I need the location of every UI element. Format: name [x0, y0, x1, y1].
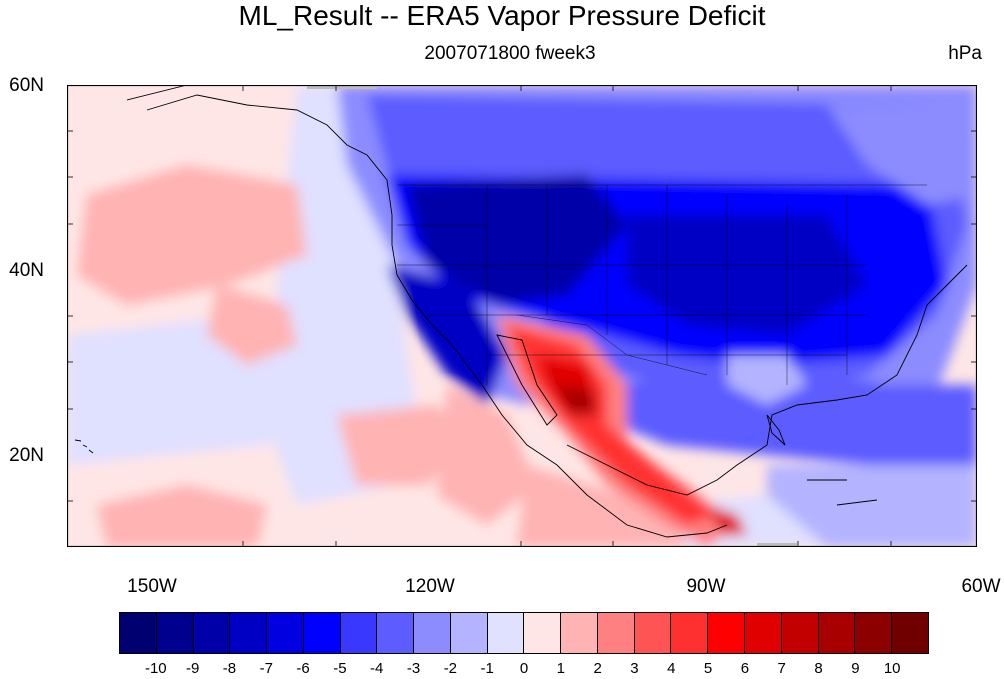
lat-label-40n: 40N [9, 260, 44, 281]
units-label: hPa [948, 43, 982, 64]
missing-data-strip-south [757, 543, 797, 547]
colorbar-tick-label: -2 [443, 660, 458, 677]
colorbar-box [671, 613, 709, 653]
colorbar-box [230, 613, 268, 653]
coastline [74, 85, 968, 538]
map-plot-area [67, 85, 977, 547]
chart-title: ML_Result -- ERA5 Vapor Pressure Deficit [238, 0, 766, 31]
lon-label-150w: 150W [127, 576, 177, 597]
chart-subtitle: 2007071800 fweek3 [424, 43, 596, 64]
colorbar-tick-label: 8 [814, 660, 823, 677]
colorbar-box [414, 613, 451, 653]
colorbar-tick-label: -7 [259, 660, 273, 677]
colorbar-labels: -10 -9 -8 -7 -6 -5 -4 -3 -2 -1 0 1 2 3 4 5 6 7 8 9 10 [119, 660, 929, 678]
colorbar-tick-label: 3 [630, 660, 639, 677]
colorbar-box [597, 613, 635, 653]
colorbar-box [561, 613, 598, 653]
colorbar-box [708, 613, 746, 653]
colorbar-tick-label: -10 [144, 660, 167, 677]
colorbar-tick-label: -5 [333, 660, 347, 677]
colorbar-box [303, 613, 341, 653]
colorbar-tick-label: 2 [593, 660, 602, 677]
colorbar-tick-label: 0 [519, 660, 529, 677]
colorbar-box [524, 613, 562, 653]
colorbar-box [745, 613, 782, 653]
lon-label-120w: 120W [405, 576, 455, 597]
colorbar-tick-label: 1 [556, 660, 565, 677]
lon-label-60w: 60W [961, 576, 1001, 597]
colorbar-box [120, 613, 157, 653]
colorbar-box [818, 613, 856, 653]
lat-label-20n: 20N [9, 445, 44, 466]
colorbar-tick-label: -3 [406, 660, 421, 677]
colorbar-tick-label: 10 [883, 660, 901, 677]
vpd-field-map [67, 85, 977, 547]
colorbar-box [450, 613, 488, 653]
colorbar-box [377, 613, 415, 653]
colorbar-box [892, 613, 928, 653]
colorbar-box [267, 613, 304, 653]
colorbar-tick-label: 6 [740, 660, 750, 677]
colorbar [119, 612, 929, 654]
colorbar-tick-label: 5 [703, 660, 713, 677]
lon-label-90w: 90W [686, 576, 726, 597]
colorbar-box [340, 613, 378, 653]
colorbar-tick-label: 7 [777, 660, 786, 677]
colorbar-tick-label: -8 [222, 660, 237, 677]
colorbar-tick-label: 9 [851, 660, 860, 677]
lat-label-60n: 60N [9, 75, 44, 96]
minor-ticks [67, 85, 977, 547]
colorbar-box [193, 613, 231, 653]
colorbar-tick-label: -9 [185, 660, 200, 677]
colorbar-tick-label: 4 [667, 660, 676, 677]
colorbar-tick-label: -1 [480, 660, 494, 677]
political-boundaries [397, 184, 927, 385]
colorbar-box [634, 613, 672, 653]
colorbar-tick-label: -4 [370, 660, 384, 677]
colorbar-tick-label: -6 [296, 660, 310, 677]
colorbar-box [855, 613, 893, 653]
colorbar-box [781, 613, 819, 653]
missing-data-strip [307, 85, 377, 89]
colorbar-box [156, 613, 194, 653]
colorbar-box [487, 613, 525, 653]
